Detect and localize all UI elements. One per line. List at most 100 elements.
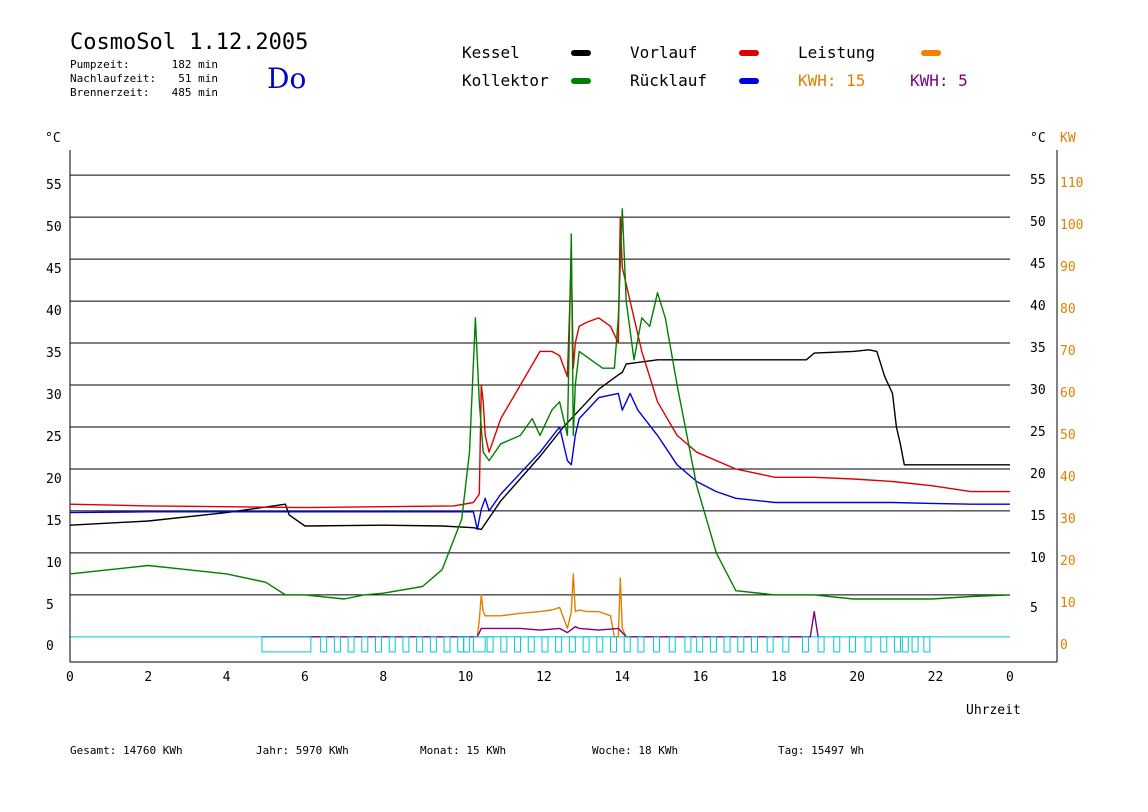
y-tick-right: 50 (1030, 215, 1046, 230)
pump-pulse (880, 636, 888, 653)
pump-pulse (457, 636, 465, 653)
stat-brennerzeit: Brennerzeit: 485 min (70, 86, 218, 100)
legend-label-ruecklauf: Rücklauf (630, 71, 708, 90)
grid-lines (70, 174, 1010, 638)
pump-pulse (668, 636, 676, 653)
y-tick-left: 10 (46, 556, 62, 571)
pump-pulse (320, 636, 328, 653)
x-tick: 12 (536, 670, 552, 685)
pump-pulse (848, 636, 856, 653)
y-tick-right: 15 (1030, 509, 1046, 524)
y-tick-right-kw: 80 (1060, 302, 1076, 317)
legend-label-leistung: Leistung (798, 43, 876, 62)
weekday-label: Do (267, 62, 307, 95)
stat-pumpzeit: Pumpzeit: 182 min (70, 58, 218, 72)
x-tick: 2 (144, 670, 152, 685)
pump-pulse (429, 636, 437, 653)
pump-pulse (500, 636, 508, 653)
y-tick-left: 50 (46, 220, 62, 235)
y-tick-right: 20 (1030, 467, 1046, 482)
pump-pulse (375, 636, 382, 653)
y-tick-right-kw: 20 (1060, 554, 1076, 569)
stat-value: 182 min (171, 58, 218, 71)
x-tick: 4 (223, 670, 231, 685)
pump-pulse (911, 636, 919, 653)
pump-pulse (833, 636, 841, 653)
y-tick-right-kw: 70 (1060, 344, 1076, 359)
pump-pulse (751, 636, 758, 653)
footer-monat: Monat: 15 KWh (420, 744, 507, 757)
series-line-leistung (476, 573, 627, 638)
right-kw-unit-label: KW (1060, 131, 1076, 146)
pump-pulse (901, 636, 909, 653)
pump-indicator (261, 636, 931, 653)
x-tick: 20 (849, 670, 865, 685)
stat-value: 485 min (171, 86, 218, 99)
footer-gesamt: Gesamt: 14760 KWh (70, 744, 183, 757)
footer-woche: Woche: 18 KWh (592, 744, 679, 757)
pump-pulse (333, 636, 341, 653)
y-tick-left: 30 (46, 388, 62, 403)
y-tick-right-kw: 90 (1060, 260, 1076, 275)
pump-block (472, 636, 486, 653)
stat-label: Brennerzeit: (70, 86, 150, 99)
legend-swatch-leistung (921, 50, 941, 56)
y-tick-right: 5 (1030, 601, 1038, 616)
pump-pulse (402, 636, 410, 653)
kwh-purple-label: KWH: 5 (910, 71, 968, 90)
axes (69, 150, 1058, 663)
pump-pulse (610, 636, 617, 653)
pump-pulse (864, 636, 872, 653)
pump-pulse (817, 636, 825, 653)
pump-pulse (416, 636, 424, 653)
pump-pulse (568, 636, 576, 653)
right-unit-label: °C (1030, 131, 1046, 146)
y-tick-left: 35 (46, 346, 62, 361)
stat-value: 51 min (178, 72, 218, 85)
pump-pulse (463, 636, 471, 653)
y-tick-right: 30 (1030, 383, 1046, 398)
pump-pulse (723, 636, 731, 653)
x-tick: 22 (928, 670, 944, 685)
pump-pulse (486, 636, 494, 653)
pump-pulse (709, 636, 717, 653)
pump-pulse (684, 636, 692, 653)
y-tick-left: 45 (46, 262, 62, 277)
y-tick-right-kw: 30 (1060, 512, 1076, 527)
footer-tag: Tag: 15497 Wh (778, 744, 865, 757)
y-tick-right: 55 (1030, 173, 1046, 188)
y-tick-right: 25 (1030, 425, 1046, 440)
x-tick: 0 (1006, 670, 1014, 685)
x-tick: 8 (379, 670, 387, 685)
legend-swatch-kollektor (571, 78, 591, 84)
legend-label-kollektor: Kollektor (462, 71, 549, 90)
series-line-leistung-purple- (261, 610, 819, 638)
pump-pulse (923, 636, 931, 653)
y-tick-left: 15 (46, 514, 62, 529)
y-tick-right-kw: 100 (1060, 218, 1083, 233)
pump-pulse (541, 636, 549, 653)
legend-swatch-ruecklauf (739, 78, 759, 84)
y-tick-right-kw: 110 (1060, 176, 1083, 191)
pump-pulse (388, 636, 396, 653)
pump-pulse (696, 636, 704, 653)
pump-pulse (623, 636, 631, 653)
y-tick-left: 55 (46, 178, 62, 193)
y-tick-left: 40 (46, 304, 62, 319)
series-line-kollektor (69, 208, 1011, 600)
y-tick-right: 40 (1030, 299, 1046, 314)
x-axis-label: Uhrzeit (966, 703, 1021, 718)
pump-pulse (527, 636, 535, 653)
pump-pulse (514, 636, 522, 653)
x-tick: 18 (771, 670, 787, 685)
series-line-kessel (69, 349, 1010, 531)
stat-label: Nachlaufzeit: (70, 72, 157, 85)
y-tick-right-kw: 60 (1060, 386, 1076, 401)
y-tick-left: 25 (46, 430, 62, 445)
series-lines (69, 208, 1011, 638)
pump-pulse (361, 636, 369, 653)
x-tick: 0 (66, 670, 74, 685)
pump-pulse (347, 636, 355, 653)
x-tick: 10 (458, 670, 474, 685)
y-tick-left: 0 (46, 639, 54, 654)
